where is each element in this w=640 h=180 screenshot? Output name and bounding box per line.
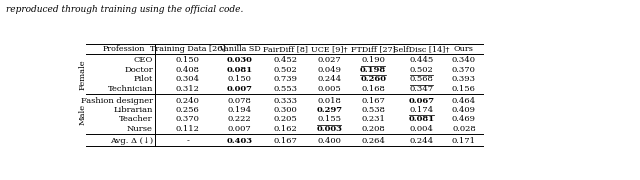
Text: 0.168: 0.168 [361, 85, 385, 93]
Text: UCE [9]†: UCE [9]† [311, 45, 348, 53]
Text: 0.408: 0.408 [175, 66, 200, 74]
Text: 0.312: 0.312 [176, 85, 200, 93]
Text: 0.194: 0.194 [228, 106, 252, 114]
Text: SelfDisc [14]†: SelfDisc [14]† [393, 45, 450, 53]
Text: CEO: CEO [134, 56, 153, 64]
Text: Fashion designer: Fashion designer [81, 97, 153, 105]
Text: 0.018: 0.018 [317, 97, 341, 105]
Text: 0.205: 0.205 [273, 115, 297, 123]
Text: 0.568: 0.568 [410, 75, 433, 83]
Text: 0.244: 0.244 [410, 137, 433, 145]
Text: 0.409: 0.409 [452, 106, 476, 114]
Text: FairDiff [8]: FairDiff [8] [263, 45, 308, 53]
Text: 0.403: 0.403 [227, 137, 253, 145]
Text: 0.155: 0.155 [317, 115, 341, 123]
Text: 0.464: 0.464 [452, 97, 476, 105]
Text: Technician: Technician [108, 85, 153, 93]
Text: 0.112: 0.112 [176, 125, 200, 133]
Text: Teacher: Teacher [119, 115, 153, 123]
Text: Pilot: Pilot [134, 75, 153, 83]
Text: 0.244: 0.244 [317, 75, 341, 83]
Text: 0.300: 0.300 [273, 106, 297, 114]
Text: 0.502: 0.502 [410, 66, 433, 74]
Text: 0.502: 0.502 [273, 66, 297, 74]
Text: 0.347: 0.347 [410, 85, 433, 93]
Text: 0.198: 0.198 [360, 66, 387, 74]
Text: 0.400: 0.400 [317, 137, 341, 145]
Text: FTDiff [27]: FTDiff [27] [351, 45, 396, 53]
Text: 0.190: 0.190 [361, 56, 385, 64]
Text: 0.167: 0.167 [361, 97, 385, 105]
Text: 0.007: 0.007 [228, 125, 252, 133]
Text: 0.004: 0.004 [410, 125, 433, 133]
Text: reproduced through training using the official code.: reproduced through training using the of… [6, 5, 244, 14]
Text: 0.174: 0.174 [410, 106, 433, 114]
Text: 0.081: 0.081 [227, 66, 253, 74]
Text: Training Data [26]: Training Data [26] [150, 45, 225, 53]
Text: 0.370: 0.370 [452, 66, 476, 74]
Text: 0.007: 0.007 [227, 85, 253, 93]
Text: 0.256: 0.256 [176, 106, 200, 114]
Text: 0.297: 0.297 [316, 106, 342, 114]
Text: Nurse: Nurse [127, 125, 153, 133]
Text: Vanilla SD: Vanilla SD [219, 45, 260, 53]
Text: Librarian: Librarian [113, 106, 153, 114]
Text: 0.340: 0.340 [452, 56, 476, 64]
Text: 0.067: 0.067 [408, 97, 435, 105]
Text: 0.005: 0.005 [317, 85, 341, 93]
Text: 0.333: 0.333 [273, 97, 298, 105]
Text: 0.304: 0.304 [175, 75, 200, 83]
Text: 0.078: 0.078 [228, 97, 252, 105]
Text: 0.264: 0.264 [361, 137, 385, 145]
Text: 0.739: 0.739 [273, 75, 298, 83]
Text: 0.028: 0.028 [452, 125, 476, 133]
Text: 0.469: 0.469 [452, 115, 476, 123]
Text: 0.553: 0.553 [273, 85, 298, 93]
Text: 0.171: 0.171 [452, 137, 476, 145]
Text: Female: Female [79, 59, 87, 90]
Text: Male: Male [79, 104, 87, 125]
Text: 0.260: 0.260 [360, 75, 386, 83]
Text: 0.167: 0.167 [273, 137, 298, 145]
Text: 0.538: 0.538 [361, 106, 385, 114]
Text: 0.049: 0.049 [317, 66, 341, 74]
Text: 0.370: 0.370 [176, 115, 200, 123]
Text: 0.240: 0.240 [176, 97, 200, 105]
Text: 0.208: 0.208 [361, 125, 385, 133]
Text: Avg. Δ (↓): Avg. Δ (↓) [110, 137, 153, 145]
Text: Doctor: Doctor [124, 66, 153, 74]
Text: 0.150: 0.150 [176, 56, 200, 64]
Text: 0.081: 0.081 [408, 115, 435, 123]
Text: 0.393: 0.393 [452, 75, 476, 83]
Text: 0.027: 0.027 [317, 56, 341, 64]
Text: Profession: Profession [102, 45, 145, 53]
Text: 0.156: 0.156 [452, 85, 476, 93]
Text: -: - [186, 137, 189, 145]
Text: 0.222: 0.222 [228, 115, 252, 123]
Text: 0.445: 0.445 [410, 56, 434, 64]
Text: 0.030: 0.030 [227, 56, 253, 64]
Text: 0.452: 0.452 [273, 56, 298, 64]
Text: Ours: Ours [454, 45, 474, 53]
Text: 0.231: 0.231 [361, 115, 385, 123]
Text: 0.162: 0.162 [273, 125, 297, 133]
Text: 0.003: 0.003 [316, 125, 342, 133]
Text: 0.150: 0.150 [228, 75, 252, 83]
